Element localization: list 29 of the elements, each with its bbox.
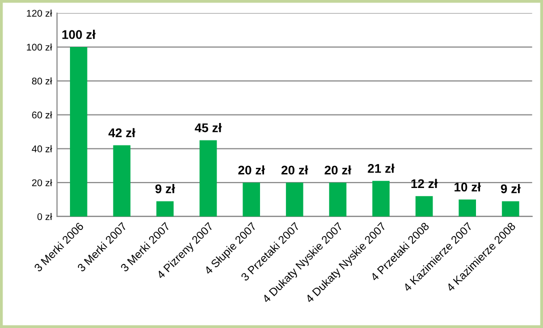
y-tick-label: 100 zł [26,43,52,51]
bar [286,182,304,216]
data-label: 20 zł [324,165,352,175]
y-tick-label: 0 zł [37,212,52,220]
data-label: 9 zł [155,184,175,194]
bar [242,182,260,216]
y-tick-label: 20 zł [32,179,52,186]
data-label: 10 zł [454,182,481,192]
bar [156,201,174,216]
bar [113,145,130,216]
bar [70,47,88,216]
data-label: 9 zł [500,184,521,194]
data-label: 21 zł [368,164,394,173]
bar [329,182,346,216]
y-tick-label: 60 zł [32,111,52,118]
y-tick-label: 40 zł [32,145,52,152]
data-label: 100 zł [62,30,96,39]
data-label: 12 zł [411,178,438,188]
data-label: 42 zł [108,128,136,138]
data-label: 20 zł [238,165,265,175]
bar [416,196,433,216]
y-tick-label: 120 zł [26,10,52,17]
bar [372,180,390,216]
y-tick-label: 80 zł [32,77,52,85]
bar [200,140,217,216]
bar [458,200,476,216]
data-label: 45 zł [194,123,222,132]
data-label: 20 zł [281,165,308,175]
bar [502,201,520,216]
